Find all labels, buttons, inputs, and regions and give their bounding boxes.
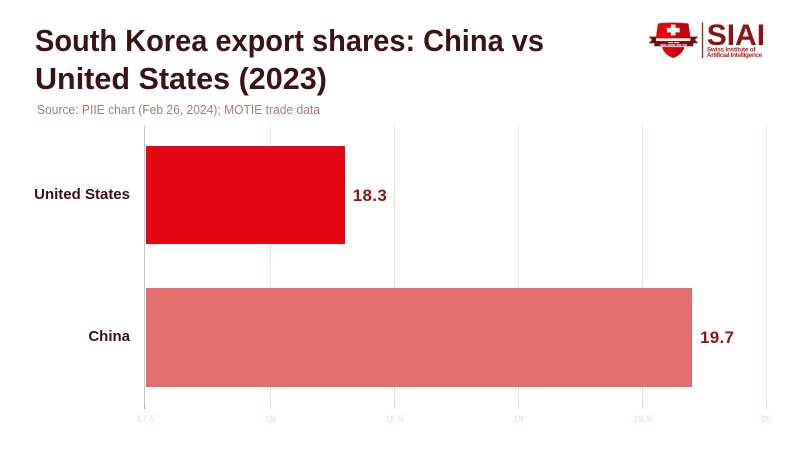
svg-text:SIAI: SIAI: [707, 19, 765, 52]
svg-text:Swiss Institute of: Swiss Institute of: [707, 46, 757, 53]
svg-text:Artificial Intelligence: Artificial Intelligence: [707, 52, 763, 59]
